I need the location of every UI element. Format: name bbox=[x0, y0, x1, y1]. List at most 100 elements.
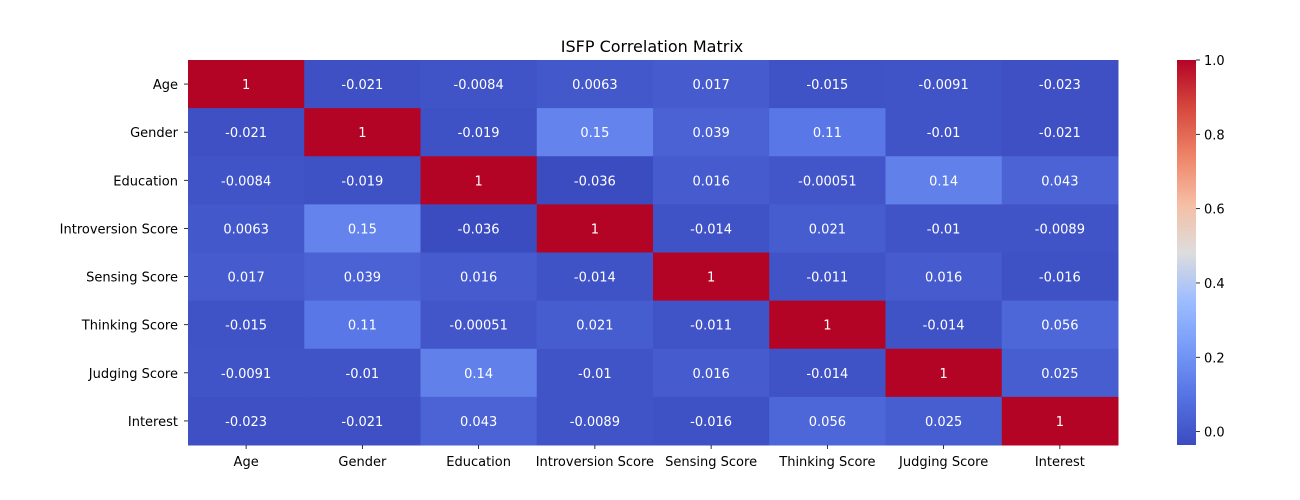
cell-value-label: -0.014 bbox=[806, 367, 848, 382]
y-tick-label: Thinking Score bbox=[81, 319, 178, 334]
heatmap-cell bbox=[536, 300, 654, 350]
heatmap-cell bbox=[653, 204, 770, 253]
heatmap-cell bbox=[885, 108, 1003, 157]
y-tick-label: Judging Score bbox=[88, 367, 178, 382]
cell-value-label: 0.043 bbox=[1041, 174, 1078, 189]
y-tick-label: Sensing Score bbox=[86, 271, 178, 286]
chart-title: ISFP Correlation Matrix bbox=[561, 37, 744, 56]
y-tick-label: Education bbox=[113, 174, 178, 189]
heatmap-cell bbox=[304, 60, 421, 109]
heatmap-cell bbox=[653, 60, 770, 109]
x-tick-label: Sensing Score bbox=[665, 455, 757, 470]
heatmap-cell bbox=[420, 252, 538, 302]
cell-value-label: -0.021 bbox=[225, 126, 267, 141]
cell-value-label: -0.023 bbox=[225, 415, 267, 430]
heatmap-cell bbox=[536, 156, 654, 205]
heatmap-cell bbox=[653, 348, 770, 398]
cell-value-label: 0.017 bbox=[693, 78, 730, 93]
heatmap-cell bbox=[304, 108, 421, 157]
y-tick-label: Interest bbox=[128, 415, 178, 430]
heatmap-cell bbox=[536, 252, 654, 302]
cell-value-label: -0.036 bbox=[574, 174, 616, 189]
cell-value-label: 0.043 bbox=[460, 415, 497, 430]
heatmap-cell bbox=[188, 348, 305, 398]
colorbar-gradient bbox=[1177, 60, 1196, 445]
x-tick-label: Gender bbox=[338, 455, 387, 470]
heatmap-cells bbox=[188, 60, 1119, 446]
cell-value-label: -0.021 bbox=[341, 415, 383, 430]
heatmap-cell bbox=[653, 396, 770, 446]
cell-value-label: 1 bbox=[474, 174, 482, 189]
x-axis: Age Gender Education Introversion Score Sens… bbox=[234, 445, 1085, 470]
cell-value-label: -0.021 bbox=[341, 78, 383, 93]
heatmap-cell bbox=[420, 156, 538, 205]
heatmap-cell bbox=[885, 252, 1003, 302]
cell-value-label: -0.00051 bbox=[798, 174, 856, 189]
cell-value-label: 1 bbox=[591, 222, 599, 237]
cell-value-label: 0.11 bbox=[348, 319, 377, 334]
cell-value-label: 1 bbox=[1056, 415, 1064, 430]
cell-value-label: -0.019 bbox=[458, 126, 500, 141]
heatmap-cell bbox=[536, 60, 654, 109]
cell-value-label: -0.0084 bbox=[221, 174, 271, 189]
cell-value-label: -0.023 bbox=[1039, 78, 1081, 93]
heatmap-cell bbox=[420, 108, 538, 157]
heatmap-cell bbox=[653, 156, 770, 205]
cell-value-label: 1 bbox=[358, 126, 366, 141]
y-tick-label: Introversion Score bbox=[60, 222, 178, 237]
heatmap-cell bbox=[1001, 348, 1119, 398]
cell-value-label: 0.056 bbox=[809, 415, 846, 430]
cell-value-label: -0.021 bbox=[1039, 126, 1081, 141]
colorbar-tick-label: 0.4 bbox=[1204, 277, 1225, 292]
heatmap-cell bbox=[304, 252, 421, 302]
heatmap-cell bbox=[420, 204, 538, 253]
cell-value-label: -0.016 bbox=[1039, 271, 1081, 286]
heatmap-cell bbox=[769, 252, 886, 302]
heatmap-cell bbox=[1001, 108, 1119, 157]
x-tick-label: Interest bbox=[1035, 455, 1085, 470]
heatmap-cell bbox=[885, 156, 1003, 205]
heatmap-cell bbox=[188, 60, 305, 109]
cell-value-label: -0.01 bbox=[927, 222, 961, 237]
heatmap-cell bbox=[769, 60, 886, 109]
cell-value-label: -0.01 bbox=[578, 367, 612, 382]
cell-value-label: 0.14 bbox=[929, 174, 958, 189]
cell-value-label: 0.021 bbox=[809, 222, 846, 237]
colorbar-tick-label: 0.6 bbox=[1204, 203, 1225, 218]
cell-value-label: 0.14 bbox=[464, 367, 493, 382]
cell-value-label: -0.0084 bbox=[454, 78, 504, 93]
cell-value-label: -0.019 bbox=[341, 174, 383, 189]
heatmap-cell bbox=[1001, 252, 1119, 302]
heatmap-cell-labels: 1 -0.021 -0.0084 0.0063 0.017 -0.015 -0.0091 -0… bbox=[221, 78, 1085, 430]
cell-value-label: 0.025 bbox=[925, 415, 962, 430]
cell-value-label: -0.00051 bbox=[449, 319, 507, 334]
x-tick-label: Introversion Score bbox=[536, 455, 654, 470]
cell-value-label: -0.0089 bbox=[1035, 222, 1085, 237]
cell-value-label: -0.015 bbox=[225, 319, 267, 334]
heatmap-cell bbox=[769, 204, 886, 253]
cell-value-label: -0.01 bbox=[927, 126, 961, 141]
heatmap-cell bbox=[304, 396, 421, 446]
heatmap-cell bbox=[769, 156, 886, 205]
heatmap-cell bbox=[188, 252, 305, 302]
cell-value-label: -0.0091 bbox=[221, 367, 271, 382]
cell-value-label: -0.011 bbox=[806, 271, 848, 286]
cell-value-label: 0.016 bbox=[460, 271, 497, 286]
cell-value-label: 0.016 bbox=[693, 174, 730, 189]
colorbar-tick-label: 0.2 bbox=[1204, 351, 1225, 366]
heatmap-cell bbox=[653, 252, 770, 302]
heatmap-cell bbox=[769, 396, 886, 446]
heatmap-cell bbox=[885, 396, 1003, 446]
heatmap-cell bbox=[1001, 60, 1119, 109]
cell-value-label: 1 bbox=[939, 367, 947, 382]
heatmap-cell bbox=[885, 204, 1003, 253]
cell-value-label: 0.025 bbox=[1041, 367, 1078, 382]
cell-value-label: -0.014 bbox=[574, 271, 616, 286]
heatmap-cell bbox=[536, 348, 654, 398]
heatmap-cell bbox=[653, 300, 770, 350]
x-tick-label: Education bbox=[446, 455, 511, 470]
y-axis: Age Gender Education Introversion Score Sens… bbox=[60, 78, 188, 430]
heatmap-cell bbox=[536, 204, 654, 253]
heatmap-cell bbox=[420, 300, 538, 350]
